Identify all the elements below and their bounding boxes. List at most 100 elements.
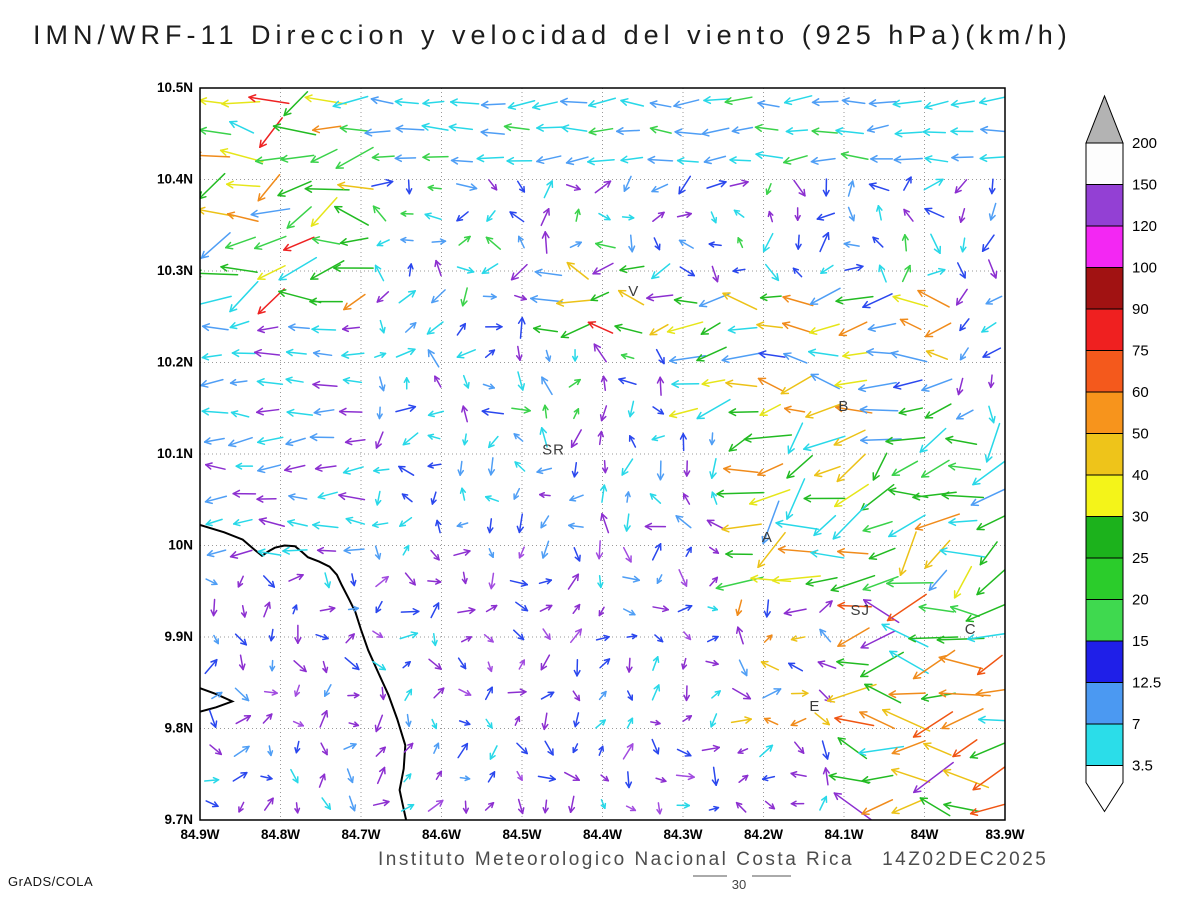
wind-arrow	[976, 568, 1005, 596]
coastline	[200, 524, 408, 820]
wind-arrow	[488, 548, 495, 558]
wind-arrow	[263, 689, 278, 696]
wind-arrow	[941, 708, 984, 730]
wind-arrow	[814, 465, 841, 478]
wind-arrow	[312, 349, 333, 358]
wind-arrow	[912, 491, 957, 501]
wind-arrow	[837, 737, 868, 760]
wind-arrow	[622, 743, 634, 760]
colorbar-band	[1085, 599, 1124, 642]
wind-arrow	[600, 513, 610, 534]
wind-arrow	[560, 322, 593, 339]
wind-arrow	[763, 599, 771, 618]
wind-arrow	[649, 125, 672, 134]
x-tick-label: 84.8W	[261, 827, 300, 842]
wind-arrow	[277, 180, 312, 197]
x-tick-label: 84.5W	[502, 827, 541, 842]
wind-arrow	[651, 263, 671, 280]
station-label-E: E	[809, 698, 820, 715]
wind-arrow	[988, 178, 996, 195]
wind-arrow	[294, 624, 302, 644]
wind-arrow	[819, 795, 828, 811]
wind-arrow	[427, 799, 444, 812]
colorbar-band	[1085, 142, 1124, 185]
wind-arrow	[376, 406, 383, 420]
wind-arrow	[229, 320, 250, 330]
wind-arrow	[371, 153, 395, 162]
wind-arrow	[484, 349, 496, 359]
wind-arrow	[709, 432, 716, 446]
colorbar-label: 40	[1132, 467, 1149, 484]
wind-arrow	[506, 156, 533, 165]
wind-arrow	[759, 744, 774, 758]
wind-arrow	[757, 531, 786, 569]
wind-arrow	[344, 437, 366, 446]
wind-arrow	[762, 688, 782, 699]
wind-arrow	[564, 771, 580, 781]
wind-arrow	[675, 515, 692, 529]
wind-arrow	[819, 628, 832, 643]
wind-arrow	[790, 770, 807, 778]
wind-arrow	[988, 405, 996, 424]
wind-arrow	[514, 294, 527, 301]
wind-arrow	[737, 237, 744, 249]
wind-arrow	[312, 380, 338, 389]
wind-arrow	[422, 98, 445, 107]
wind-arrow	[287, 519, 308, 527]
wind-arrow	[200, 295, 232, 305]
wind-arrow	[364, 128, 391, 137]
wind-arrow	[200, 172, 226, 200]
wind-arrow	[988, 202, 997, 221]
wind-arrow	[456, 266, 475, 274]
wind-arrow	[538, 578, 553, 585]
wind-arrow	[700, 322, 721, 335]
wind-arrow	[597, 430, 605, 446]
y-tick-label: 10.1N	[157, 446, 193, 461]
wind-arrow	[621, 214, 635, 221]
y-tick-label: 9.8N	[164, 721, 193, 736]
wind-arrow	[598, 606, 605, 617]
wind-arrow	[767, 210, 774, 223]
wind-arrow	[431, 718, 438, 730]
wind-arrow	[343, 546, 365, 555]
wind-arrow	[371, 178, 394, 187]
wind-arrow	[485, 236, 502, 250]
wind-arrow	[448, 123, 474, 132]
wind-arrow	[749, 489, 791, 506]
wind-arrow	[509, 579, 529, 587]
wind-arrow	[924, 322, 952, 338]
wind-arrow	[238, 801, 245, 813]
wind-arrow	[399, 516, 413, 527]
wind-arrow	[978, 96, 1005, 106]
wind-arrow	[253, 235, 287, 250]
wind-arrow	[205, 518, 223, 527]
wind-arrow	[892, 99, 922, 108]
wind-arrow	[269, 659, 276, 672]
wind-arrow	[404, 322, 417, 333]
wind-arrow	[833, 792, 872, 820]
wind-arrow	[959, 347, 969, 361]
wind-arrow	[808, 348, 839, 357]
wind-arrow	[862, 575, 899, 592]
wind-arrow	[735, 599, 743, 616]
wind-arrow	[898, 407, 924, 416]
wind-arrow	[293, 660, 307, 673]
wind-arrow	[595, 634, 610, 642]
wind-arrow	[319, 605, 336, 613]
wind-arrow	[402, 544, 410, 556]
colorbar-band	[1085, 350, 1124, 393]
wind-arrow	[204, 776, 220, 784]
wind-arrow	[811, 98, 839, 107]
wind-arrow	[864, 683, 902, 704]
wind-arrow	[595, 241, 616, 249]
wind-arrow	[676, 211, 692, 219]
wind-arrow	[727, 325, 758, 334]
wind-arrow	[230, 410, 250, 418]
wind-arrow	[588, 97, 617, 108]
colorbar-label: 100	[1132, 260, 1157, 277]
wind-arrow	[626, 633, 638, 640]
wind-arrow	[482, 383, 495, 390]
wind-arrow	[590, 291, 610, 302]
wind-arrow	[219, 148, 264, 163]
wind-arrow	[750, 574, 792, 583]
